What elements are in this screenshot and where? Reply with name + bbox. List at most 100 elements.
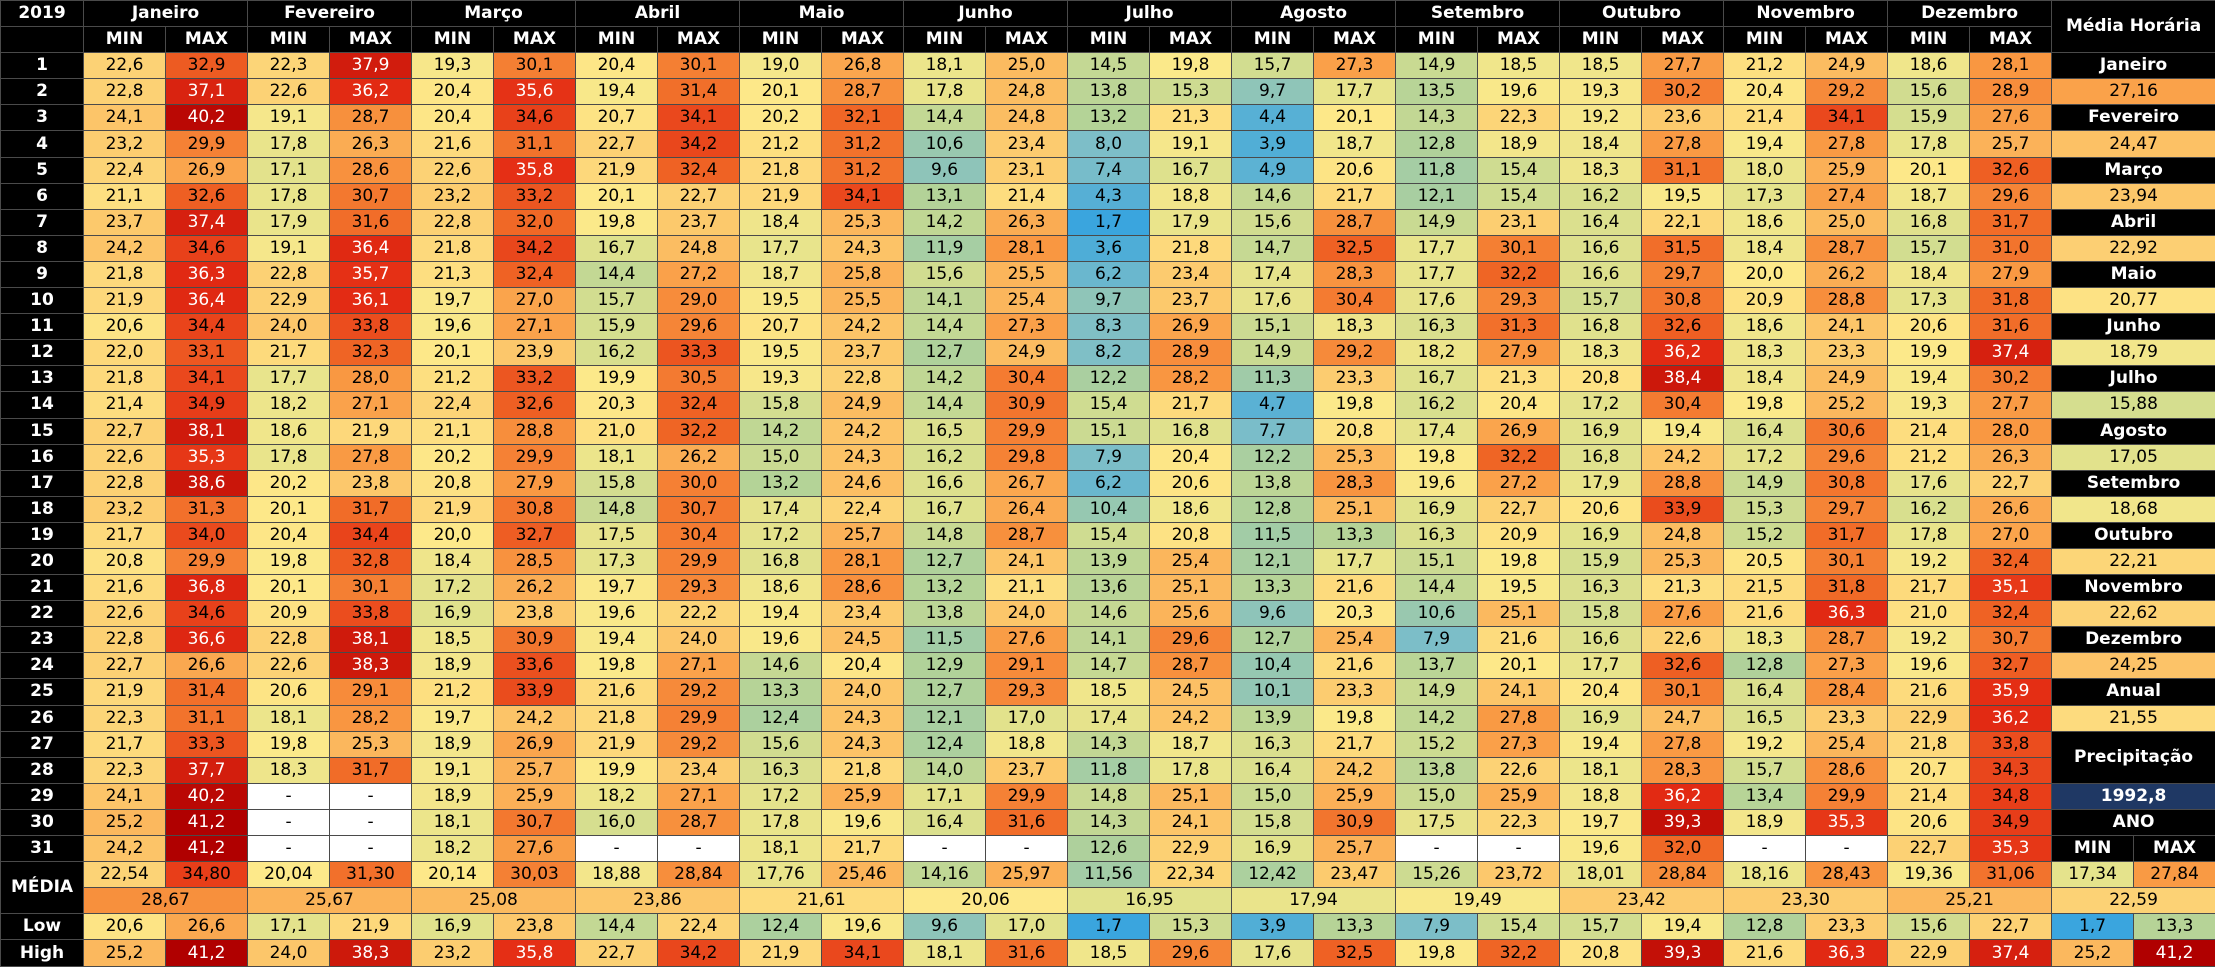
temp-cell: 15,8 xyxy=(1559,600,1643,628)
temp-cell: 22,6 xyxy=(247,78,331,106)
side-year-label: ANO xyxy=(2051,808,2215,837)
low-label: Low xyxy=(0,913,84,941)
temp-cell: 26,7 xyxy=(985,469,1069,497)
temp-cell: 23,8 xyxy=(493,600,577,628)
table-row: 28 22,3 37,7 18,3 31,7 19,1 25,7 19,9 23,4 16,3 21… xyxy=(0,756,2215,784)
temp-cell: 16,7 xyxy=(575,234,659,262)
temp-cell: - xyxy=(247,834,331,863)
temp-cell: 12,2 xyxy=(1231,443,1315,471)
temp-cell: 35,6 xyxy=(493,78,577,106)
temp-cell: 30,7 xyxy=(329,182,413,210)
side-month: Julho xyxy=(2051,365,2215,393)
temp-cell: 18,5 xyxy=(1067,678,1151,706)
temp-cell: 16,8 xyxy=(1559,313,1643,341)
year-header: 2019 xyxy=(0,0,84,28)
avg-cell: 20,04 xyxy=(247,861,331,889)
temp-cell: 15,6 xyxy=(739,730,823,758)
month-avg-cell: 23,86 xyxy=(575,887,741,915)
temp-cell: 33,3 xyxy=(657,339,741,367)
temp-cell: 9,7 xyxy=(1231,78,1315,106)
temp-cell: 32,6 xyxy=(1641,652,1725,680)
high-cell: 23,2 xyxy=(411,939,495,967)
max-header: MAX xyxy=(1149,26,1233,54)
temp-cell: 25,7 xyxy=(493,756,577,784)
temp-cell: 28,1 xyxy=(985,234,1069,262)
low-cell: 12,4 xyxy=(739,913,823,941)
temp-cell: 21,9 xyxy=(83,287,166,315)
temp-cell: 34,8 xyxy=(1969,782,2053,810)
high-cell: 34,1 xyxy=(821,939,905,967)
side-month-avg: 18,68 xyxy=(2051,495,2215,523)
month-header: Março xyxy=(411,0,577,28)
temp-cell: 29,2 xyxy=(657,678,741,706)
temp-cell: 26,8 xyxy=(821,52,905,80)
temp-cell: 28,7 xyxy=(1149,652,1233,680)
month-avg-cell: 17,94 xyxy=(1231,887,1397,915)
temp-cell: 30,1 xyxy=(1805,547,1889,576)
temp-cell: 34,9 xyxy=(1969,808,2053,837)
max-header: MAX xyxy=(1641,26,1725,54)
temp-cell: 24,2 xyxy=(1313,756,1397,784)
temp-cell: 34,2 xyxy=(657,130,741,158)
temp-cell: 18,6 xyxy=(1887,52,1971,80)
temp-cell: 24,5 xyxy=(821,626,905,654)
temp-cell: 19,8 xyxy=(1313,391,1397,419)
table-row: MIN MAX MIN MAX MIN MAX MIN MAX MIN MAX MIN MAX MIN M… xyxy=(0,26,2215,54)
temp-cell: 19,6 xyxy=(739,626,823,654)
month-avg-cell: 25,67 xyxy=(247,887,413,915)
temp-cell: 29,9 xyxy=(1805,782,1889,810)
temp-cell: 18,6 xyxy=(247,417,331,445)
temp-cell: 19,5 xyxy=(739,339,823,367)
temp-cell: 16,4 xyxy=(1723,678,1807,706)
temp-cell: 21,6 xyxy=(1477,626,1561,654)
day-label: 3 xyxy=(0,104,84,132)
temp-cell: 20,1 xyxy=(247,495,331,523)
low-cell: 17,1 xyxy=(247,913,331,941)
avg-cell: 31,06 xyxy=(1969,861,2053,889)
low-cell: 19,6 xyxy=(821,913,905,941)
avg-side-cell: 17,34 xyxy=(2051,861,2135,889)
temp-cell: 15,7 xyxy=(1887,234,1971,262)
high-cell: 17,6 xyxy=(1231,939,1315,967)
temp-cell: 29,6 xyxy=(1149,626,1233,654)
temp-cell: 19,8 xyxy=(1477,547,1561,576)
temp-cell: 4,9 xyxy=(1231,156,1315,184)
temp-cell: 13,3 xyxy=(739,678,823,706)
temp-cell: 22,7 xyxy=(575,130,659,158)
temp-cell: 30,6 xyxy=(1805,417,1889,445)
temp-cell: 23,3 xyxy=(1313,678,1397,706)
temp-cell: 18,0 xyxy=(1723,156,1807,184)
temp-cell: - xyxy=(985,834,1069,863)
temp-cell: 32,8 xyxy=(329,547,413,576)
temp-cell: 24,1 xyxy=(1805,313,1889,341)
day-label: 27 xyxy=(0,730,84,758)
temp-cell: 17,7 xyxy=(1313,78,1397,106)
temp-cell: 30,7 xyxy=(1969,626,2053,654)
temp-cell: 28,9 xyxy=(1969,78,2053,106)
temp-cell: 11,5 xyxy=(903,626,987,654)
min-header: MIN xyxy=(247,26,331,54)
temp-cell: 22,6 xyxy=(83,600,166,628)
temp-cell: 18,6 xyxy=(739,574,823,602)
temp-cell: - xyxy=(1477,834,1561,863)
temp-cell: 18,1 xyxy=(575,443,659,471)
temp-cell: 17,8 xyxy=(1149,756,1233,784)
temp-cell: 18,8 xyxy=(1559,782,1643,810)
table-row: 26 22,3 31,1 18,1 28,2 19,7 24,2 21,8 29,9 12,4 24… xyxy=(0,704,2215,732)
temp-cell: 25,4 xyxy=(985,287,1069,315)
temp-cell: 16,4 xyxy=(1231,756,1315,784)
temp-cell: 16,3 xyxy=(1395,313,1479,341)
temp-cell: 22,6 xyxy=(83,443,166,471)
temp-cell: 21,6 xyxy=(83,574,166,602)
temp-cell: 23,7 xyxy=(1149,287,1233,315)
day-label: 18 xyxy=(0,495,84,523)
temp-cell: 19,8 xyxy=(1723,391,1807,419)
temp-cell: 20,8 xyxy=(83,547,166,576)
temp-cell: - xyxy=(329,808,413,837)
day-label: 30 xyxy=(0,808,84,837)
temp-cell: 22,2 xyxy=(657,600,741,628)
temp-cell: 27,4 xyxy=(1805,182,1889,210)
temp-cell: 11,5 xyxy=(1231,521,1315,549)
temp-cell: 22,8 xyxy=(821,365,905,393)
temp-cell: 27,3 xyxy=(1313,52,1397,80)
